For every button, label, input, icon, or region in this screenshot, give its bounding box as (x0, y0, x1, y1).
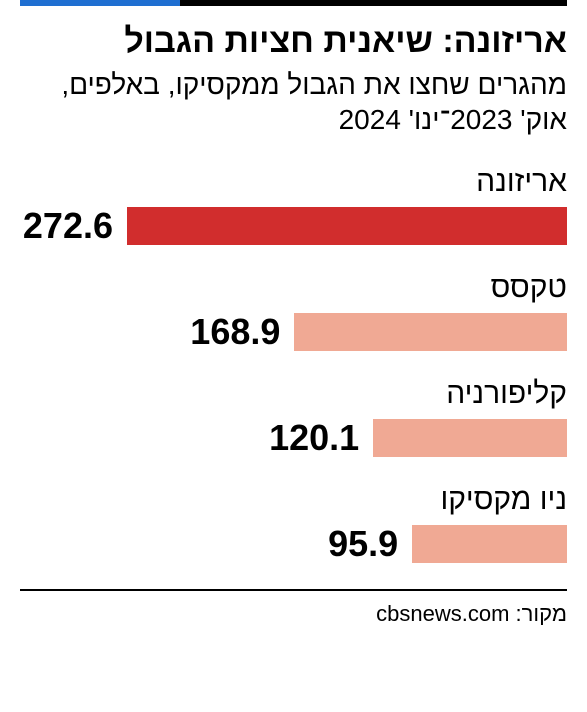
bar-label: קליפורניה (20, 377, 567, 411)
bar (294, 313, 567, 351)
bar-value: 95.9 (328, 523, 398, 565)
source-line: מקור: cbsnews.com (20, 601, 567, 627)
source-value: cbsnews.com (376, 601, 509, 626)
bar-row: טקסס 168.9 (20, 271, 567, 353)
bar-value: 120.1 (269, 417, 359, 459)
bar-chart: אריזונה 272.6 טקסס 168.9 קליפורניה 120.1… (20, 165, 567, 565)
bar-line: 272.6 (20, 205, 567, 247)
bar-value: 168.9 (190, 311, 280, 353)
bar-value: 272.6 (23, 205, 113, 247)
bar-label: ניו מקסיקו (20, 483, 567, 517)
bar-line: 120.1 (20, 417, 567, 459)
bar-label: טקסס (20, 271, 567, 305)
top-border-accent (20, 0, 180, 6)
bottom-border (20, 589, 567, 591)
bar-row: ניו מקסיקו 95.9 (20, 483, 567, 565)
bar-label: אריזונה (20, 165, 567, 199)
source-label: מקור: (516, 601, 567, 626)
bar-row: קליפורניה 120.1 (20, 377, 567, 459)
bar (373, 419, 567, 457)
bar (127, 207, 567, 245)
top-border (20, 0, 567, 6)
bar-line: 168.9 (20, 311, 567, 353)
chart-subtitle: מהגרים שחצו את הגבול ממקסיקו, באלפים, או… (20, 67, 567, 137)
bar-row: אריזונה 272.6 (20, 165, 567, 247)
bar (412, 525, 567, 563)
bar-line: 95.9 (20, 523, 567, 565)
chart-title: אריזונה: שיאנית חציות הגבול (20, 22, 567, 61)
